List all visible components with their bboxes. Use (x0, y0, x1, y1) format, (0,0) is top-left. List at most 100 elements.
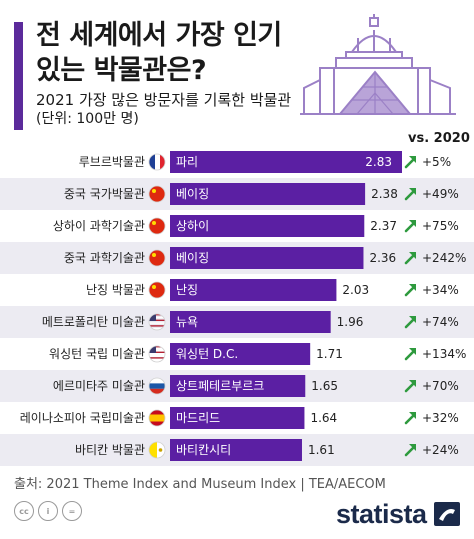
bar (170, 439, 302, 461)
flag-stripe (149, 328, 165, 330)
change-label: +134% (422, 347, 466, 361)
arrow-head (409, 316, 416, 323)
license-icons: cc i = (14, 501, 82, 521)
arrow-head (409, 380, 416, 387)
change-label: +74% (422, 315, 459, 329)
flag-border (148, 409, 166, 427)
equals-icon[interactable]: = (62, 501, 82, 521)
bar (170, 343, 311, 365)
statista-mark-icon (434, 502, 460, 526)
flag-half (149, 442, 157, 458)
flag-stripe (149, 322, 165, 324)
arrow-head (409, 348, 416, 355)
city-label: 뉴욕 (176, 315, 198, 329)
china-flag-icon (148, 185, 166, 203)
value-label: 2.83 (365, 155, 392, 169)
change-label: +49% (422, 187, 459, 201)
china-flag-icon (148, 281, 166, 299)
arrow-shaft (404, 349, 416, 361)
flag-border (148, 313, 166, 331)
city-label: 파리 (176, 155, 198, 169)
value-label: 1.64 (310, 411, 337, 425)
museum-name-label: 에르미타주 미술관 (53, 379, 145, 393)
flag-border (148, 185, 166, 203)
value-label: 2.37 (370, 219, 397, 233)
value-label: 2.38 (371, 187, 398, 201)
flag-canton (149, 346, 156, 353)
arrow-up-right-icon (404, 284, 416, 297)
comparison-header: vs. 2020 (408, 131, 470, 146)
flag-fill (149, 346, 165, 362)
flag-fill (149, 410, 165, 426)
bar (170, 311, 331, 333)
france-flag-icon (148, 153, 166, 171)
arrow-up-right-icon (404, 252, 416, 265)
flag-stripe (149, 154, 155, 170)
info-icon[interactable]: i (38, 501, 58, 521)
arrow-up-right-icon (404, 412, 416, 425)
unit-label: (단위: 100만 명) (36, 111, 139, 127)
bar (170, 375, 306, 397)
bar (170, 183, 366, 205)
flag-stripe (149, 351, 165, 353)
museum-name-label: 바티칸 박물관 (75, 443, 145, 457)
arrow-up-right-icon (404, 348, 416, 361)
change-label: +34% (422, 283, 459, 297)
city-label: 상트페테르부르크 (176, 379, 264, 393)
china-flag-icon (148, 217, 166, 235)
city-label: 난징 (176, 283, 198, 297)
usa-flag-icon (148, 313, 166, 331)
bar (170, 215, 365, 237)
arrow-up-right-icon (404, 220, 416, 233)
bar (170, 279, 337, 301)
flag-stripe (149, 346, 165, 348)
flag-stripe (149, 319, 165, 321)
flag-fill (149, 186, 165, 202)
flag-fill (149, 282, 165, 298)
arrow-shaft (404, 445, 416, 457)
value-label: 1.71 (316, 347, 343, 361)
museum-name-label: 중국 국가박물관 (64, 187, 145, 201)
flag-fill (149, 250, 165, 266)
arrow-up-right-icon (404, 188, 416, 201)
flag-stripe (149, 314, 165, 316)
flag-fill (149, 314, 165, 330)
flag-fill (149, 154, 165, 170)
value-label: 2.36 (369, 251, 396, 265)
change-label: +242% (422, 251, 466, 265)
cc-icon[interactable]: cc (14, 501, 34, 521)
arrow-shaft (404, 189, 416, 201)
flag-stripe (149, 354, 165, 356)
arrow-shaft (404, 413, 416, 425)
arrow-shaft (404, 285, 416, 297)
arrow-up-right-icon (404, 444, 416, 457)
change-label: +70% (422, 379, 459, 393)
flag-stripe (149, 348, 165, 351)
flag-border (148, 281, 166, 299)
flag-stripe (149, 378, 165, 384)
bar (170, 247, 364, 269)
flag-stripe (149, 388, 165, 394)
flag-border (148, 249, 166, 267)
flag-border (148, 217, 166, 235)
flag-stripe (160, 154, 165, 170)
russia-flag-icon (148, 377, 166, 395)
arrow-head (409, 284, 416, 291)
change-label: +75% (422, 219, 459, 233)
flag-star (152, 285, 156, 289)
city-label: 상하이 (176, 219, 209, 233)
museum-name-label: 메트로폴리탄 미술관 (42, 315, 145, 329)
flag-emblem (158, 448, 163, 452)
flag-fill (149, 218, 165, 234)
flag-stripe (149, 360, 165, 362)
spain-flag-icon (148, 409, 166, 427)
museum-name-label: 난징 박물관 (86, 283, 145, 297)
change-label: +5% (422, 155, 451, 169)
city-label: 마드리드 (176, 411, 220, 425)
museum-name-label: 워싱턴 국립 미술관 (49, 347, 145, 361)
flag-border (148, 441, 166, 459)
statista-logo[interactable]: statista (336, 499, 427, 529)
change-label: +24% (422, 443, 459, 457)
change-label: +32% (422, 411, 459, 425)
city-label: 베이징 (176, 251, 209, 265)
